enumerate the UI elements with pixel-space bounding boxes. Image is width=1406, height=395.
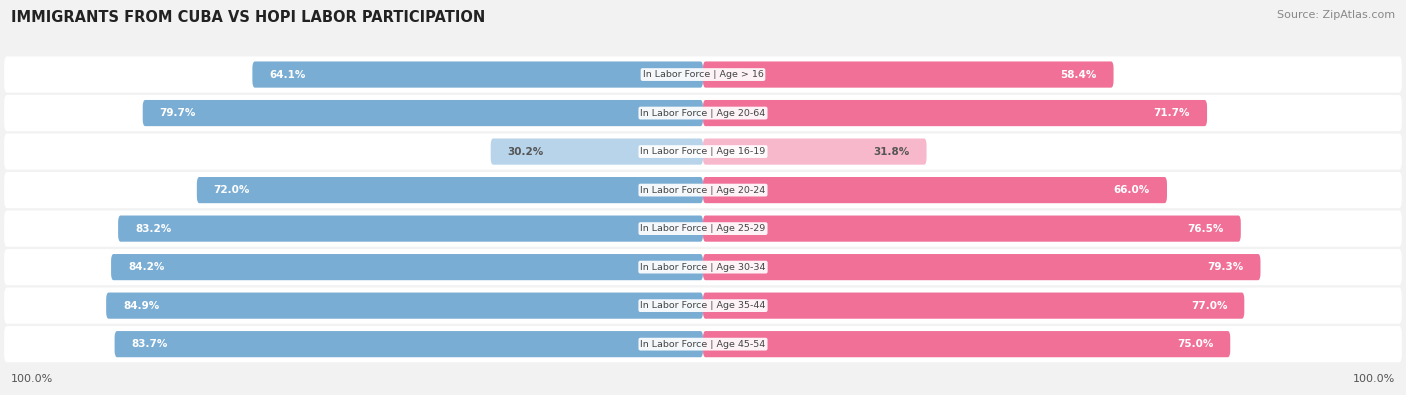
FancyBboxPatch shape bbox=[491, 139, 703, 165]
FancyBboxPatch shape bbox=[114, 331, 703, 357]
Text: Source: ZipAtlas.com: Source: ZipAtlas.com bbox=[1277, 10, 1395, 20]
Text: In Labor Force | Age 45-54: In Labor Force | Age 45-54 bbox=[640, 340, 766, 349]
Text: 58.4%: 58.4% bbox=[1060, 70, 1097, 79]
Text: In Labor Force | Age 30-34: In Labor Force | Age 30-34 bbox=[640, 263, 766, 272]
FancyBboxPatch shape bbox=[253, 62, 703, 88]
Text: 71.7%: 71.7% bbox=[1154, 108, 1189, 118]
FancyBboxPatch shape bbox=[703, 331, 1230, 357]
FancyBboxPatch shape bbox=[703, 293, 1244, 319]
Text: 77.0%: 77.0% bbox=[1191, 301, 1227, 310]
FancyBboxPatch shape bbox=[4, 172, 1402, 208]
FancyBboxPatch shape bbox=[4, 326, 1402, 362]
FancyBboxPatch shape bbox=[703, 177, 1167, 203]
FancyBboxPatch shape bbox=[4, 56, 1402, 93]
FancyBboxPatch shape bbox=[197, 177, 703, 203]
FancyBboxPatch shape bbox=[118, 216, 703, 242]
Text: 30.2%: 30.2% bbox=[508, 147, 544, 156]
Text: 75.0%: 75.0% bbox=[1177, 339, 1213, 349]
Text: 100.0%: 100.0% bbox=[11, 374, 53, 384]
FancyBboxPatch shape bbox=[105, 293, 703, 319]
Text: 66.0%: 66.0% bbox=[1114, 185, 1150, 195]
FancyBboxPatch shape bbox=[143, 100, 703, 126]
Text: In Labor Force | Age 35-44: In Labor Force | Age 35-44 bbox=[640, 301, 766, 310]
Text: 64.1%: 64.1% bbox=[270, 70, 305, 79]
Text: In Labor Force | Age > 16: In Labor Force | Age > 16 bbox=[643, 70, 763, 79]
FancyBboxPatch shape bbox=[111, 254, 703, 280]
FancyBboxPatch shape bbox=[4, 134, 1402, 170]
Text: In Labor Force | Age 20-64: In Labor Force | Age 20-64 bbox=[640, 109, 766, 118]
FancyBboxPatch shape bbox=[703, 100, 1206, 126]
FancyBboxPatch shape bbox=[4, 249, 1402, 285]
Text: 83.7%: 83.7% bbox=[132, 339, 167, 349]
Text: 84.9%: 84.9% bbox=[122, 301, 159, 310]
FancyBboxPatch shape bbox=[703, 139, 927, 165]
Text: In Labor Force | Age 16-19: In Labor Force | Age 16-19 bbox=[640, 147, 766, 156]
Text: 31.8%: 31.8% bbox=[873, 147, 910, 156]
Text: 83.2%: 83.2% bbox=[135, 224, 172, 233]
Text: IMMIGRANTS FROM CUBA VS HOPI LABOR PARTICIPATION: IMMIGRANTS FROM CUBA VS HOPI LABOR PARTI… bbox=[11, 10, 485, 25]
FancyBboxPatch shape bbox=[703, 216, 1241, 242]
Text: 79.3%: 79.3% bbox=[1208, 262, 1244, 272]
Text: 100.0%: 100.0% bbox=[1353, 374, 1395, 384]
FancyBboxPatch shape bbox=[4, 211, 1402, 247]
FancyBboxPatch shape bbox=[4, 95, 1402, 131]
FancyBboxPatch shape bbox=[4, 288, 1402, 324]
Text: 76.5%: 76.5% bbox=[1188, 224, 1223, 233]
Text: In Labor Force | Age 20-24: In Labor Force | Age 20-24 bbox=[640, 186, 766, 195]
FancyBboxPatch shape bbox=[703, 254, 1261, 280]
Text: In Labor Force | Age 25-29: In Labor Force | Age 25-29 bbox=[640, 224, 766, 233]
FancyBboxPatch shape bbox=[703, 62, 1114, 88]
Text: 72.0%: 72.0% bbox=[214, 185, 250, 195]
Text: 84.2%: 84.2% bbox=[128, 262, 165, 272]
Text: 79.7%: 79.7% bbox=[160, 108, 195, 118]
